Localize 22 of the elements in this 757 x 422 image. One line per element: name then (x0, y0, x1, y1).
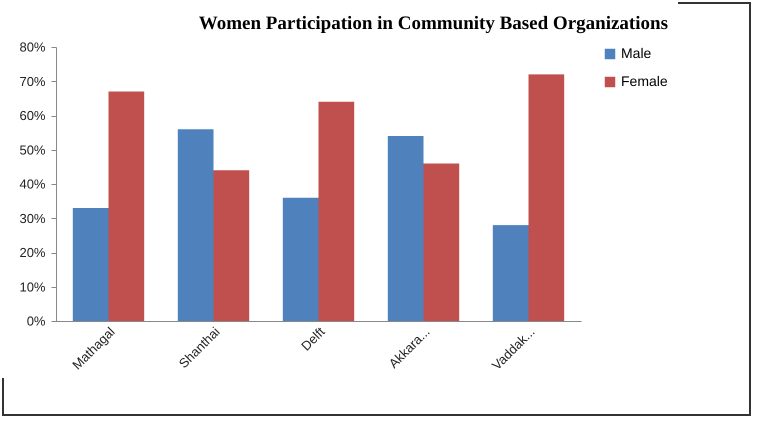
legend-label: Male (621, 45, 652, 61)
y-tick-label: 70% (19, 74, 46, 89)
y-tick-label: 60% (19, 108, 46, 123)
bar (528, 74, 564, 321)
y-tick-label: 40% (19, 176, 46, 192)
bar (214, 170, 250, 321)
bar (492, 225, 528, 321)
bar (282, 198, 318, 321)
bar (388, 136, 424, 321)
y-tick-label: 10% (19, 279, 46, 294)
bar (318, 102, 354, 321)
y-tick-label: 50% (19, 142, 46, 158)
y-tick-label: 0% (26, 314, 46, 328)
legend-label: Female (621, 73, 668, 89)
chart-title: Women Participation in Community Based Organizations (198, 13, 668, 34)
bar (424, 163, 460, 321)
y-tick-label: 30% (19, 210, 46, 226)
y-tick-label: 80% (19, 40, 46, 54)
bar (72, 208, 108, 321)
bar (108, 92, 144, 321)
bar (178, 129, 214, 321)
y-tick-label: 20% (19, 245, 46, 260)
